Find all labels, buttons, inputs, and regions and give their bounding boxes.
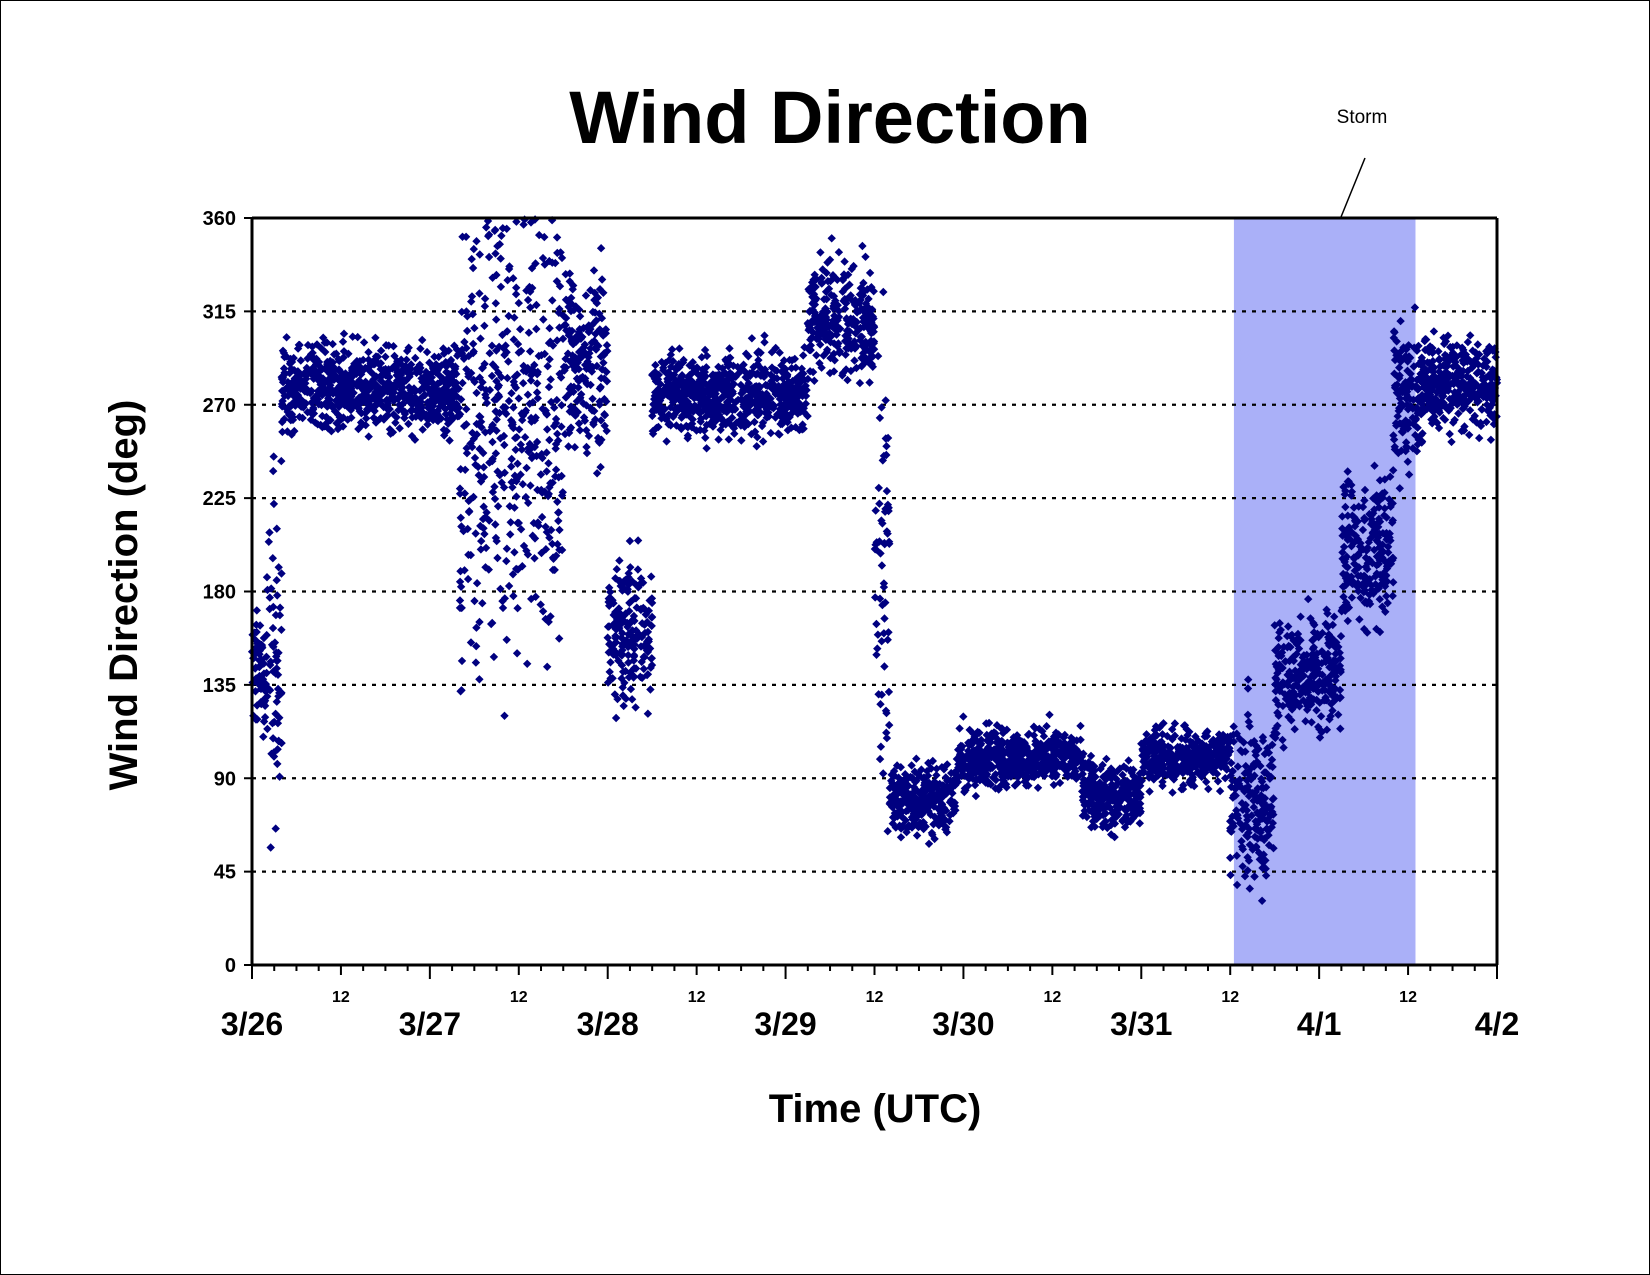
x-minor-tick-label: 12 [688,989,706,1006]
x-minor-tick-label: 12 [1043,989,1061,1006]
data-points [247,215,1502,905]
y-tick-label: 360 [203,208,236,230]
x-major-tick-label: 3/31 [1110,1006,1172,1042]
x-minor-tick-label: 12 [1399,989,1417,1006]
x-major-tick-label: 3/28 [577,1006,639,1042]
y-tick-label: 180 [203,582,236,604]
y-tick-label: 225 [203,488,236,510]
x-axis-title: Time (UTC) [769,1087,982,1131]
y-axis-title: Wind Direction (deg) [102,400,146,791]
chart-title: Wind Direction [569,76,1090,159]
storm-annotation-label: Storm [1337,107,1388,128]
x-major-tick-label: 3/26 [221,1006,283,1042]
x-major-tick-label: 4/2 [1475,1006,1519,1042]
x-tick-labels: 3/26 3/27 3/28 3/29 3/30 3/31 4/1 4/2 12 12 12 12 12… [221,989,1519,1042]
y-tick-label: 270 [203,395,236,417]
gridlines [252,310,1497,873]
storm-annotation-leader [1340,157,1366,218]
x-major-tick-label: 3/29 [754,1006,816,1042]
y-tick-label: 45 [214,862,236,884]
y-tick-label: 90 [214,768,236,790]
x-minor-tick-label: 12 [332,989,350,1006]
x-major-tick-label: 4/1 [1297,1006,1341,1042]
y-tick-label: 0 [225,955,236,977]
x-minor-tick-label: 12 [510,989,528,1006]
axes [244,216,1499,979]
x-major-tick-label: 3/30 [932,1006,994,1042]
wind-direction-points [247,215,1502,905]
x-minor-tick-label: 12 [1221,989,1239,1006]
y-tick-label: 135 [203,675,236,697]
y-tick-labels: 0 45 90 135 180 225 270 315 360 [203,208,236,977]
x-major-tick-label: 3/27 [399,1006,461,1042]
y-tick-label: 315 [203,301,236,323]
x-minor-tick-label: 12 [866,989,884,1006]
